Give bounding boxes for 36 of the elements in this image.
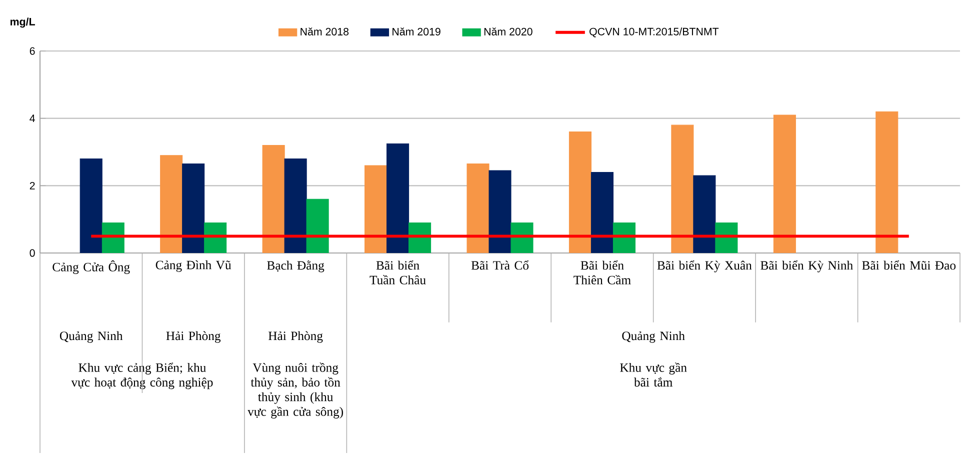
legend-label: Năm 2018	[300, 27, 349, 36]
x-tick-label: Bãi biển Thiên Cầm	[574, 260, 631, 284]
y-tick-label: 0	[30, 249, 35, 257]
x-tick-label: Cảng Cửa Ông	[52, 260, 130, 274]
y-axis-title: mg/L	[10, 18, 35, 28]
x-tick-label: Bạch Đằng	[267, 260, 324, 272]
bar	[612, 222, 636, 254]
bar	[182, 164, 205, 254]
x-tick-label: Bãi Trà Cổ	[471, 260, 528, 270]
bar	[590, 172, 614, 254]
text: Quảng Ninh	[622, 331, 685, 343]
y-tick-label: 2	[30, 182, 35, 190]
bar	[80, 158, 102, 254]
bar	[693, 175, 716, 254]
text: Hải Phòng	[268, 331, 323, 343]
bar	[386, 143, 410, 254]
x-tick-label: Bãi biển Kỳ Ninh	[760, 260, 853, 272]
bar	[488, 170, 512, 254]
text: Khu vực gần bãi tắm	[620, 362, 687, 387]
x-tick-label: Cảng Đình Vũ	[156, 260, 232, 272]
text: Hải Phòng	[166, 331, 221, 343]
bar	[284, 158, 307, 254]
text: Quảng Ninh	[60, 331, 123, 343]
x-tick-label: Bãi biển Tuần Châu	[370, 260, 426, 284]
legend-label: QCVN 10-MT:2015/BTNMT	[590, 28, 719, 38]
bar	[204, 222, 227, 254]
x-tick-label: Bãi biển Kỳ Xuân	[657, 260, 752, 272]
bar	[306, 198, 329, 254]
legend-label: Năm 2020	[484, 27, 532, 36]
y-tick-label: 6	[30, 47, 35, 55]
text: Khu vực cảng Biển; khu vực hoạt động công nghiệp	[71, 362, 213, 390]
bar	[102, 222, 124, 254]
text: Vùng nuôi trồng thủy sản, bảo tồn thủy sinh (khu vực gần cửa sông)	[248, 362, 344, 419]
legend-label: Năm 2019	[392, 27, 440, 36]
x-tick-label: Bãi biển Mũi Đao	[862, 260, 956, 270]
y-tick-label: 4	[30, 114, 35, 122]
